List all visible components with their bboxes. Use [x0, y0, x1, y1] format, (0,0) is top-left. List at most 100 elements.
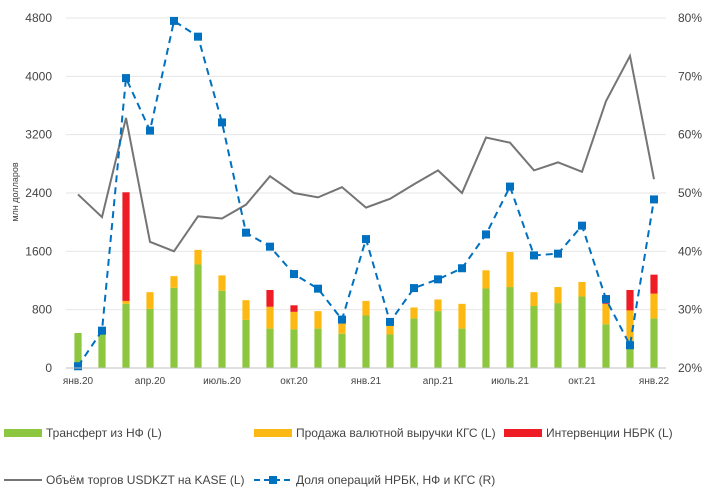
- share-marker: [146, 126, 154, 135]
- bar: [218, 290, 226, 368]
- bar: [170, 287, 178, 368]
- share-marker: [386, 317, 394, 326]
- share-marker: [578, 221, 586, 230]
- legend-label-interventions: Интервенции НБРК (L): [546, 426, 673, 440]
- bar: [530, 292, 538, 307]
- bar: [650, 318, 658, 368]
- bar: [122, 300, 130, 304]
- share-marker: [602, 295, 610, 304]
- share-marker: [410, 284, 418, 293]
- x-axis: янв.20 апр.20 июль.20 окт.20 янв.21 апр.21 июл…: [63, 376, 670, 387]
- bar: [266, 306, 274, 329]
- legend-label-share: Доля операций НРБК, НФ и КГС (R): [296, 473, 495, 487]
- bar: [122, 303, 130, 368]
- share-marker: [530, 251, 538, 260]
- y-axis-label: млн долларов: [10, 162, 20, 221]
- bar: [626, 310, 634, 341]
- share-marker: [458, 264, 466, 273]
- share-marker: [290, 270, 298, 279]
- x-tick-label: окт.21: [568, 376, 596, 387]
- share-marker: [554, 249, 562, 258]
- y-right-tick-label: 60%: [678, 128, 702, 142]
- y-left-tick-label: 4000: [25, 69, 52, 83]
- bar: [602, 303, 610, 325]
- x-tick-label: июль.20: [203, 376, 241, 387]
- bar: [194, 264, 202, 368]
- y-right-tick-label: 80%: [678, 11, 702, 25]
- y-left-tick-label: 1600: [25, 244, 52, 258]
- bar: [554, 287, 562, 304]
- y-right-tick-label: 70%: [678, 69, 702, 83]
- bar: [290, 311, 298, 330]
- bar: [650, 293, 658, 319]
- x-tick-label: окт.20: [280, 376, 308, 387]
- bar: [434, 311, 442, 368]
- bar: [242, 319, 250, 368]
- bar: [386, 334, 394, 368]
- bar: [266, 289, 274, 307]
- bar: [338, 323, 346, 334]
- share-marker: [506, 182, 514, 191]
- share-marker: [626, 341, 634, 350]
- share-marker: [266, 242, 274, 251]
- bar: [314, 311, 322, 329]
- bar: [578, 296, 586, 368]
- bar: [506, 252, 514, 288]
- x-tick-label: янв.20: [63, 376, 94, 387]
- x-tick-label: янв.22: [639, 376, 670, 387]
- share-marker: [242, 228, 250, 237]
- share-marker: [98, 326, 106, 335]
- legend-label-sales: Продажа валютной выручки КГС (L): [296, 426, 496, 440]
- legend-swatch-transfer: [4, 429, 42, 437]
- y-left-tick-label: 2400: [25, 186, 52, 200]
- share-marker: [362, 235, 370, 244]
- bar: [74, 333, 82, 368]
- x-tick-label: апр.21: [423, 376, 454, 387]
- bar-series: [74, 192, 658, 368]
- bar: [458, 328, 466, 368]
- y-left-tick-label: 0: [45, 361, 52, 375]
- legend-label-transfer: Трансферт из НФ (L): [46, 426, 162, 440]
- bar: [410, 318, 418, 368]
- bar: [146, 292, 154, 309]
- y-right-tick-label: 40%: [678, 244, 702, 258]
- bar: [338, 333, 346, 368]
- gridlines: [66, 17, 666, 311]
- bar: [602, 324, 610, 368]
- bar: [434, 299, 442, 312]
- bar: [458, 303, 466, 329]
- y-axis-left: 0 800 1600 2400 3200 4000 4800: [25, 11, 52, 375]
- share-marker: [122, 74, 130, 83]
- share-marker: [170, 16, 178, 25]
- bar: [146, 308, 154, 368]
- x-tick-label: янв.21: [351, 376, 382, 387]
- bar: [314, 328, 322, 368]
- share-marker: [482, 230, 490, 239]
- share-marker: [650, 195, 658, 204]
- bar: [410, 307, 418, 319]
- legend: Трансферт из НФ (L) Продажа валютной выру…: [4, 426, 673, 487]
- share-marker: [434, 275, 442, 284]
- legend-swatch-interventions: [504, 429, 542, 437]
- bar: [362, 315, 370, 368]
- y-left-tick-label: 4800: [25, 11, 52, 25]
- x-tick-label: апр.20: [135, 376, 166, 387]
- share-marker: [194, 32, 202, 41]
- bar: [530, 306, 538, 368]
- y-left-tick-label: 800: [32, 303, 52, 317]
- y-axis-right: 20% 30% 40% 50% 60% 70% 80%: [678, 11, 702, 375]
- share-marker: [74, 362, 82, 371]
- bar: [506, 287, 514, 368]
- bar: [290, 305, 298, 312]
- bar: [122, 192, 130, 301]
- legend-marker-share: [269, 476, 277, 484]
- bar: [386, 322, 394, 335]
- y-right-tick-label: 20%: [678, 361, 702, 375]
- y-right-tick-label: 50%: [678, 186, 702, 200]
- bar: [242, 300, 250, 320]
- bar: [650, 274, 658, 294]
- bar: [554, 303, 562, 368]
- bar: [482, 270, 490, 289]
- line-series: [74, 16, 658, 371]
